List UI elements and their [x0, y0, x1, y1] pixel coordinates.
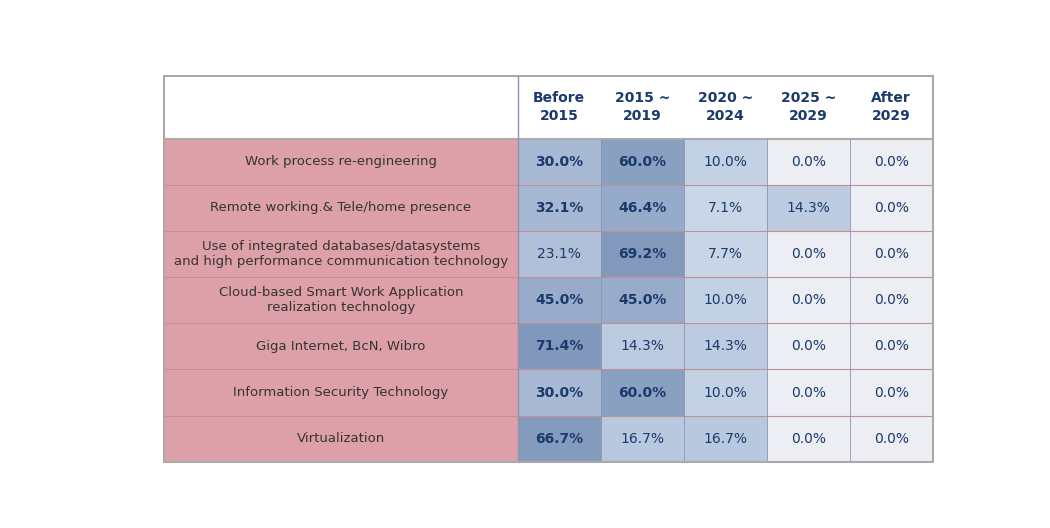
Bar	[849, 138, 932, 185]
Bar	[601, 370, 684, 416]
Bar	[684, 138, 766, 185]
Text: 14.3%: 14.3%	[704, 340, 748, 353]
Bar	[601, 185, 684, 231]
Bar	[766, 416, 849, 462]
Bar	[518, 185, 601, 231]
Text: Virtualization: Virtualization	[297, 432, 385, 445]
Text: 10.0%: 10.0%	[704, 293, 748, 307]
Bar	[518, 277, 601, 323]
Bar	[601, 138, 684, 185]
Bar	[164, 185, 518, 231]
Bar	[601, 231, 684, 277]
Text: 30.0%: 30.0%	[536, 385, 584, 400]
Bar	[849, 185, 932, 231]
Text: 45.0%: 45.0%	[618, 293, 667, 307]
Text: 7.7%: 7.7%	[708, 247, 742, 261]
Text: After
2029: After 2029	[872, 91, 911, 123]
Bar	[601, 323, 684, 370]
Bar	[518, 231, 601, 277]
Bar	[849, 231, 932, 277]
Text: 0.0%: 0.0%	[874, 340, 909, 353]
Text: 10.0%: 10.0%	[704, 155, 748, 168]
Bar	[766, 277, 849, 323]
Bar	[518, 370, 601, 416]
Bar	[849, 416, 932, 462]
Bar	[518, 416, 601, 462]
Bar	[164, 323, 518, 370]
Bar	[601, 277, 684, 323]
Bar	[684, 185, 766, 231]
Bar	[766, 185, 849, 231]
Text: 0.0%: 0.0%	[791, 385, 825, 400]
Text: Giga Internet, BcN, Wibro: Giga Internet, BcN, Wibro	[256, 340, 425, 353]
Text: 0.0%: 0.0%	[874, 247, 909, 261]
Text: 0.0%: 0.0%	[874, 385, 909, 400]
Text: 45.0%: 45.0%	[536, 293, 584, 307]
Bar	[766, 138, 849, 185]
Text: 0.0%: 0.0%	[874, 432, 909, 446]
Bar	[684, 277, 766, 323]
Text: 69.2%: 69.2%	[618, 247, 667, 261]
Text: 0.0%: 0.0%	[791, 340, 825, 353]
Bar	[849, 277, 932, 323]
Text: 0.0%: 0.0%	[874, 155, 909, 168]
Text: 16.7%: 16.7%	[704, 432, 748, 446]
Bar	[518, 138, 601, 185]
Bar	[164, 370, 518, 416]
Text: 16.7%: 16.7%	[621, 432, 665, 446]
Bar	[164, 138, 518, 185]
Bar	[684, 323, 766, 370]
Text: 0.0%: 0.0%	[791, 155, 825, 168]
Text: 14.3%: 14.3%	[786, 201, 831, 215]
Text: 66.7%: 66.7%	[536, 432, 584, 446]
Bar	[684, 370, 766, 416]
Text: 60.0%: 60.0%	[618, 385, 667, 400]
Text: 7.1%: 7.1%	[708, 201, 742, 215]
Text: 30.0%: 30.0%	[536, 155, 584, 168]
Bar	[518, 323, 601, 370]
Text: 0.0%: 0.0%	[791, 432, 825, 446]
Text: Cloud-based Smart Work Application
realization technology: Cloud-based Smart Work Application reali…	[218, 286, 463, 314]
Bar	[684, 416, 766, 462]
Text: 60.0%: 60.0%	[618, 155, 667, 168]
Text: 71.4%: 71.4%	[536, 340, 584, 353]
Text: 46.4%: 46.4%	[618, 201, 667, 215]
Text: 0.0%: 0.0%	[874, 201, 909, 215]
Text: 23.1%: 23.1%	[538, 247, 582, 261]
Bar	[601, 416, 684, 462]
Text: Work process re-engineering: Work process re-engineering	[245, 155, 437, 168]
Bar	[164, 76, 932, 138]
Bar	[849, 323, 932, 370]
Text: 0.0%: 0.0%	[791, 247, 825, 261]
Bar	[766, 370, 849, 416]
Bar	[164, 231, 518, 277]
Bar	[684, 231, 766, 277]
Text: 32.1%: 32.1%	[536, 201, 584, 215]
Text: 14.3%: 14.3%	[621, 340, 665, 353]
Text: 0.0%: 0.0%	[791, 293, 825, 307]
Bar	[766, 231, 849, 277]
Text: 10.0%: 10.0%	[704, 385, 748, 400]
Text: 2025 ~
2029: 2025 ~ 2029	[780, 91, 836, 123]
Bar	[164, 416, 518, 462]
Bar	[849, 370, 932, 416]
Text: Before
2015: Before 2015	[533, 91, 585, 123]
Text: 2015 ~
2019: 2015 ~ 2019	[614, 91, 670, 123]
Text: 0.0%: 0.0%	[874, 293, 909, 307]
Bar	[164, 277, 518, 323]
Text: Remote working.& Tele/home presence: Remote working.& Tele/home presence	[210, 201, 471, 214]
Text: Use of integrated databases/datasystems
and high performance communication techn: Use of integrated databases/datasystems …	[173, 240, 508, 268]
Bar	[766, 323, 849, 370]
Text: Information Security Technology: Information Security Technology	[233, 386, 448, 399]
Text: 2020 ~
2024: 2020 ~ 2024	[697, 91, 753, 123]
